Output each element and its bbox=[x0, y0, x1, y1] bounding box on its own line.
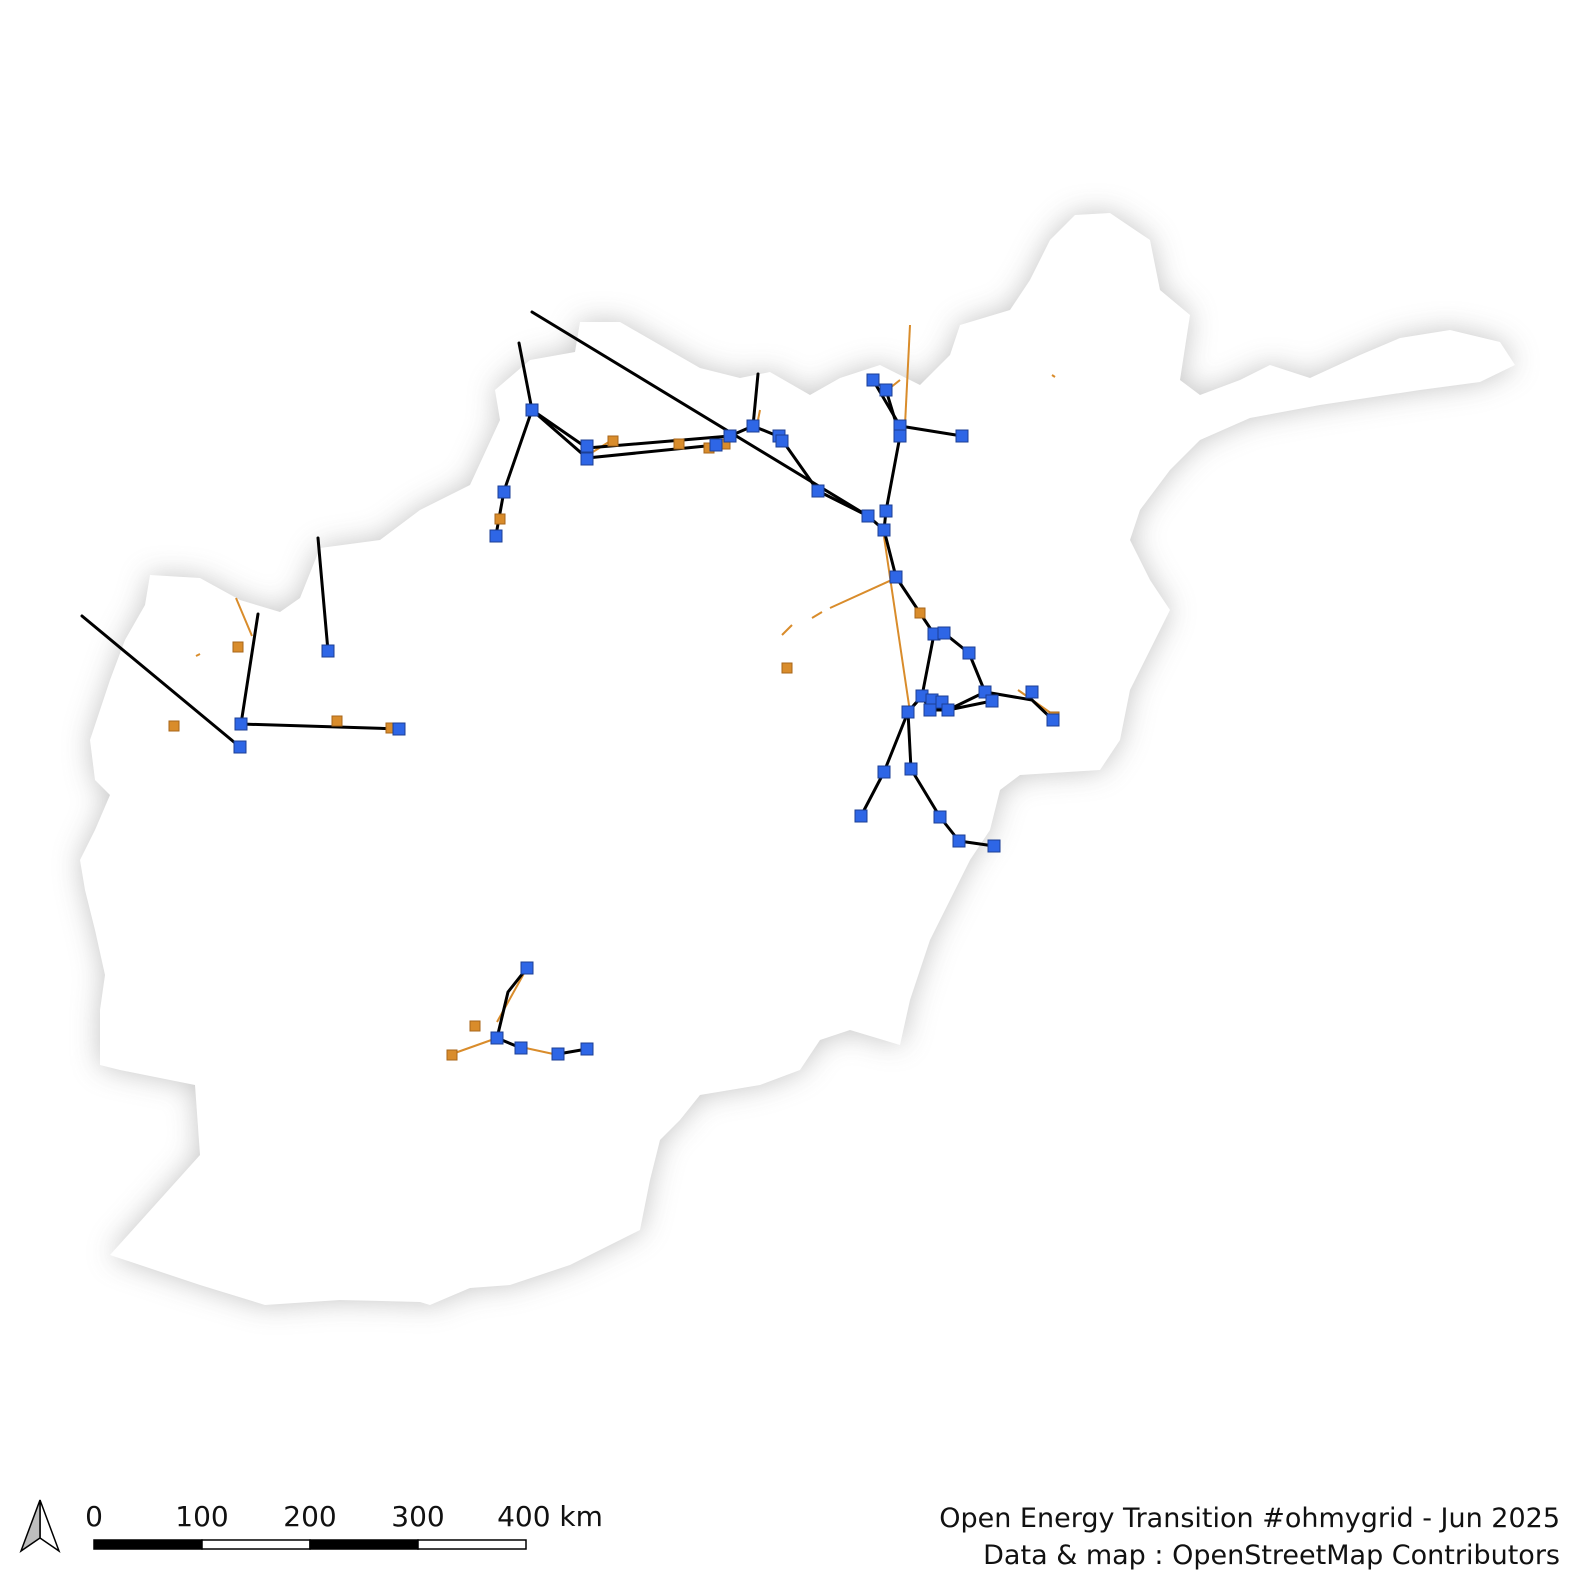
scale-bar bbox=[93, 1539, 527, 1550]
scale-label-300: 300 bbox=[391, 1500, 445, 1533]
scale-label-400: 400 km bbox=[497, 1500, 603, 1533]
credits-line-1: Open Energy Transition #ohmygrid - Jun 2… bbox=[939, 1503, 1560, 1534]
scale-label-0: 0 bbox=[85, 1500, 103, 1533]
country-outline bbox=[80, 213, 1515, 1305]
credits-line-2: Data & map : OpenStreetMap Contributors bbox=[983, 1540, 1560, 1571]
map-credits: Open Energy Transition #ohmygrid - Jun 2… bbox=[939, 1500, 1560, 1574]
scale-label-100: 100 bbox=[175, 1500, 229, 1533]
north-arrow-icon bbox=[19, 1499, 61, 1553]
scale-label-200: 200 bbox=[283, 1500, 337, 1533]
substations bbox=[233, 373, 1060, 1061]
